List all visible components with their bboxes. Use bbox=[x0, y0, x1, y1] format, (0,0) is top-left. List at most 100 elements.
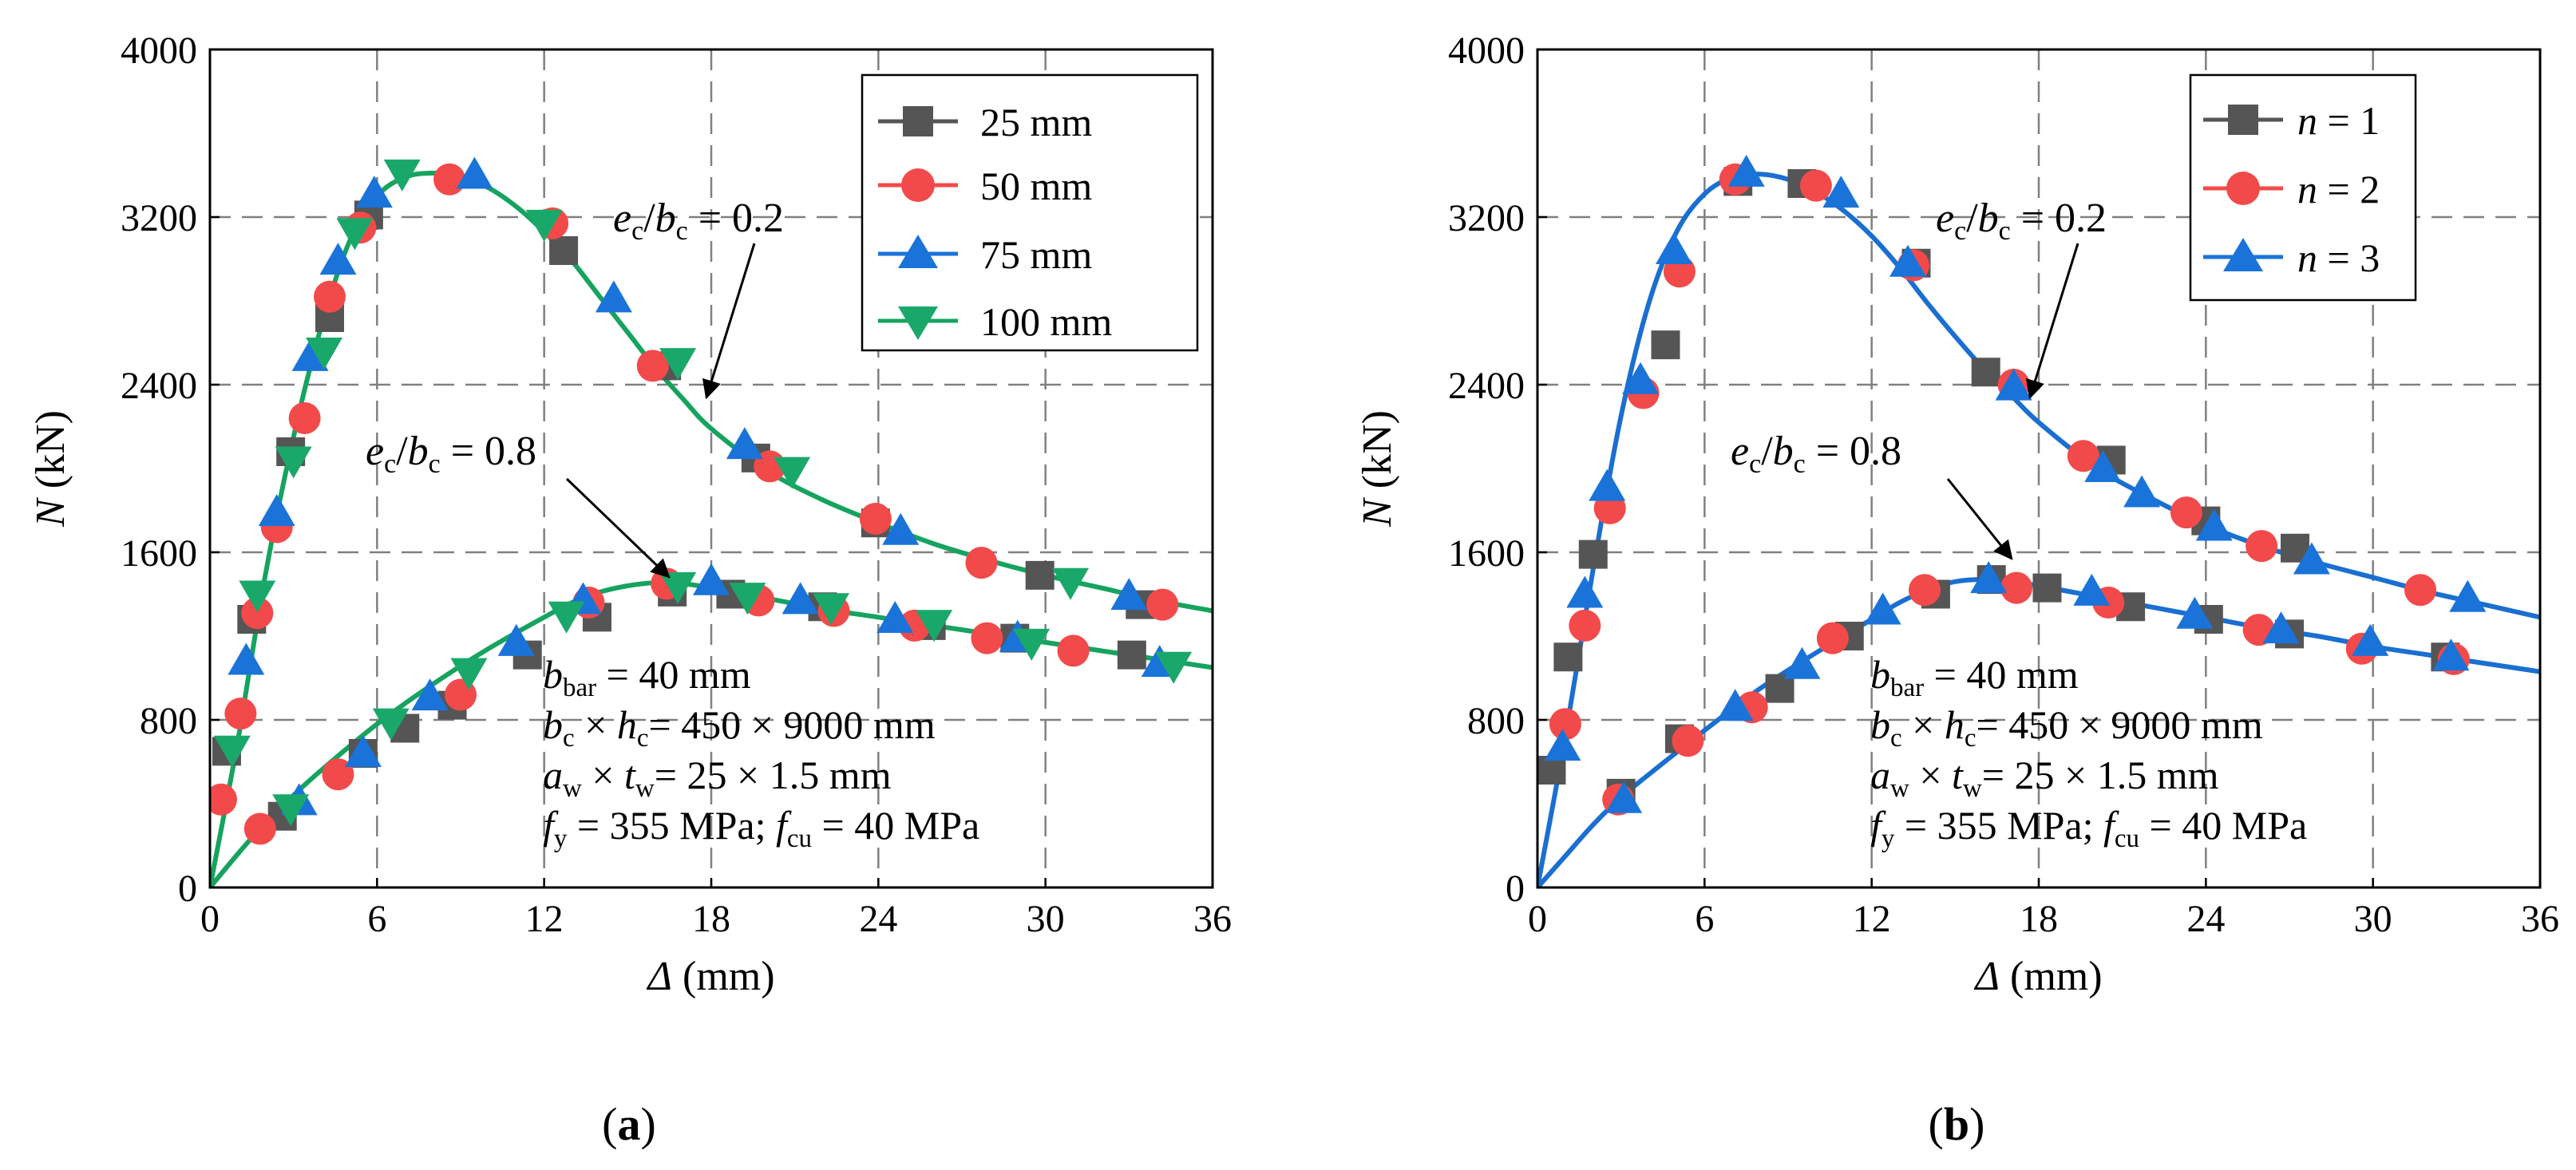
marker-75-mm bbox=[411, 678, 449, 711]
x-tick-label: 6 bbox=[367, 898, 386, 940]
panel-label-b: (b) bbox=[1929, 1098, 1985, 1150]
x-tick-label: 12 bbox=[525, 898, 564, 940]
marker-100-mm bbox=[1052, 567, 1090, 600]
marker-100-mm bbox=[450, 658, 488, 690]
svg-text:aw × tw= 25 × 1.5 mm: aw × tw= 25 × 1.5 mm bbox=[543, 753, 892, 803]
marker-100-mm bbox=[525, 209, 563, 242]
legend-item-75mm: 75 mm bbox=[878, 232, 1092, 277]
marker-n-2 bbox=[1672, 725, 1704, 757]
marker-100-mm bbox=[275, 446, 312, 479]
marker-n-2 bbox=[1569, 609, 1601, 642]
svg-text:bc × hc= 450 × 9000 mm: bc × hc= 450 × 9000 mm bbox=[543, 702, 936, 753]
marker-100-mm bbox=[1155, 651, 1193, 684]
marker-75-mm bbox=[882, 512, 920, 545]
marker-n-3 bbox=[1864, 592, 1901, 625]
marker-100-mm bbox=[729, 583, 766, 615]
marker-50-mm bbox=[636, 350, 669, 382]
marker-75-mm bbox=[595, 280, 632, 313]
legend-a: 25 mm 50 mm 75 mm 100 mm bbox=[861, 73, 1199, 352]
marker-75-mm bbox=[344, 735, 382, 767]
legend-item-50mm: 50 mm bbox=[878, 164, 1092, 208]
ticks-a: 0 6 12 18 24 30 36 0 800 1600 2400 3200 4000 bbox=[121, 30, 1232, 940]
params-b: bbar = 40 mm bc × hc= 450 × 9000 mm aw ×… bbox=[1870, 652, 2307, 853]
marker-50-mm bbox=[314, 280, 346, 313]
y-tick-label: 1600 bbox=[1448, 532, 1525, 575]
marker-75-mm bbox=[258, 494, 295, 527]
marker-100-mm bbox=[383, 159, 421, 192]
arrow-lower-b bbox=[1946, 478, 2013, 560]
curves-b bbox=[1537, 172, 2540, 887]
y-tick-label: 1600 bbox=[121, 532, 197, 575]
marker-50-mm bbox=[288, 402, 321, 434]
marker-n-3 bbox=[2195, 508, 2233, 541]
marker-n-2 bbox=[1816, 622, 1849, 654]
marker-n-2 bbox=[1908, 574, 1941, 607]
marker-n-3 bbox=[2176, 596, 2214, 629]
y-tick-label: 4000 bbox=[121, 30, 197, 72]
params-a: bbar = 40 mm bc × hc= 450 × 9000 mm aw ×… bbox=[543, 652, 979, 853]
marker-n-3 bbox=[2449, 579, 2487, 612]
marker-n-3 bbox=[2262, 611, 2300, 644]
curve-lower bbox=[1537, 577, 2540, 887]
x-axis-label-b: Δ (mm) bbox=[1973, 954, 2102, 999]
marker-n-2 bbox=[2000, 571, 2033, 604]
marker-100-mm bbox=[306, 338, 343, 370]
marker-n-3 bbox=[1783, 646, 1821, 679]
marker-75-mm bbox=[228, 642, 265, 675]
marker-n-2 bbox=[1549, 708, 1581, 741]
marker-n-2 bbox=[2404, 574, 2436, 607]
marker-100-mm bbox=[548, 601, 585, 634]
x-tick-label: 18 bbox=[2020, 898, 2058, 940]
marker-100-mm bbox=[372, 708, 410, 741]
curve-upper bbox=[1537, 172, 2540, 887]
marker-n-3 bbox=[1995, 368, 2032, 401]
ticks-b: 0 6 12 18 24 30 36 0 800 1600 2400 3200 4000 bbox=[1448, 30, 2559, 940]
x-tick-label: 6 bbox=[1695, 898, 1714, 940]
x-tick-label: 30 bbox=[2354, 898, 2392, 940]
panel-label-a: (a) bbox=[602, 1098, 656, 1150]
marker-75-mm bbox=[726, 427, 763, 460]
svg-text:fy = 355 MPa; fcu = 40 MPa: fy = 355 MPa; fcu = 40 MPa bbox=[1870, 803, 2307, 853]
svg-text:50 mm: 50 mm bbox=[980, 164, 1092, 208]
y-tick-label: 4000 bbox=[1448, 30, 1525, 72]
y-tick-label: 0 bbox=[178, 868, 197, 910]
arrow-upper-b bbox=[2025, 243, 2079, 400]
svg-text:bc × hc= 450 × 9000 mm: bc × hc= 450 × 9000 mm bbox=[1870, 702, 2263, 753]
x-tick-label: 18 bbox=[692, 898, 730, 940]
legend-item-n1: n = 1 bbox=[2203, 98, 2380, 143]
marker-n-3 bbox=[2073, 573, 2111, 606]
y-axis-label-b: N (kN) bbox=[1355, 410, 1400, 528]
marker-100-mm bbox=[813, 593, 850, 626]
marker-50-mm bbox=[1057, 634, 1090, 667]
svg-text:25 mm: 25 mm bbox=[980, 100, 1092, 144]
marker-50-mm bbox=[224, 698, 257, 730]
marker-25-mm bbox=[549, 236, 579, 265]
marker-n-3 bbox=[1622, 362, 1660, 394]
svg-text:bbar = 40 mm: bbar = 40 mm bbox=[1870, 652, 2079, 702]
x-axis-label-a: Δ (mm) bbox=[646, 954, 774, 999]
marker-n-3 bbox=[2084, 450, 2122, 482]
legend-item-100mm: 100 mm bbox=[878, 299, 1112, 344]
markers-a bbox=[210, 156, 1193, 845]
marker-n-2 bbox=[2246, 530, 2278, 563]
marker-100-mm bbox=[336, 218, 374, 251]
marker-n-3 bbox=[1544, 729, 1581, 761]
marker-75-mm bbox=[693, 563, 730, 595]
y-tick-label: 800 bbox=[1467, 700, 1525, 742]
marker-75-mm bbox=[1110, 578, 1148, 611]
marker-n-3 bbox=[1605, 781, 1643, 813]
marker-n-1 bbox=[1971, 358, 2000, 387]
marker-50-mm bbox=[241, 597, 274, 630]
marker-n-3 bbox=[1727, 154, 1765, 187]
marker-n-3 bbox=[2123, 475, 2161, 508]
marker-n-1 bbox=[2032, 573, 2062, 603]
marker-n-3 bbox=[1566, 575, 1604, 608]
marker-75-mm bbox=[291, 338, 329, 371]
marker-75-mm bbox=[876, 601, 914, 633]
annotation-upper-a: ec/bc = 0.2 bbox=[613, 196, 784, 246]
marker-50-mm bbox=[859, 503, 892, 535]
marker-75-mm bbox=[319, 243, 357, 275]
annotation-upper-b: ec/bc = 0.2 bbox=[1936, 196, 2107, 246]
